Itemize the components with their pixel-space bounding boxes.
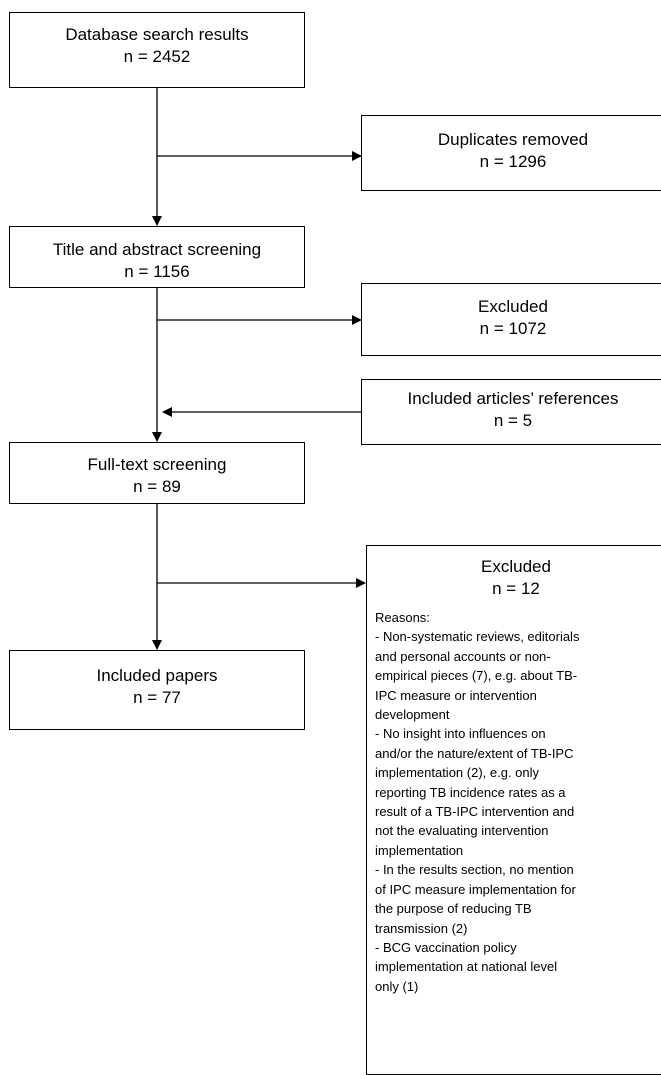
reason-line: - Non-systematic reviews, editorials <box>375 629 580 645</box>
reasons-header: Reasons: <box>375 610 430 625</box>
reason-line: implementation at national level <box>375 959 558 975</box>
duplicates-removed-title: Duplicates removed <box>437 130 589 149</box>
included-references-count: n = 5 <box>493 411 533 430</box>
exclusion-reasons: Reasons: - Non-systematic reviews, edito… <box>367 608 661 996</box>
reason-line: not the evaluating intervention <box>375 823 549 839</box>
excluded-1-title: Excluded <box>478 297 548 316</box>
included-references-title: Included articles’ references <box>407 389 619 408</box>
title-abstract-screening-count: n = 1156 <box>124 262 190 281</box>
excluded-2-title: Excluded <box>481 557 551 576</box>
included-papers-count: n = 77 <box>133 688 181 707</box>
reason-line: the purpose of reducing TB <box>375 901 532 917</box>
reason-line: reporting TB incidence rates as a <box>375 784 566 800</box>
duplicates-removed-count: n = 1296 <box>479 152 547 171</box>
reason-line: IPC measure or intervention <box>375 687 537 703</box>
reason-line: implementation (2), e.g. only <box>375 765 540 781</box>
full-text-screening-title: Full-text screening <box>87 455 227 474</box>
reason-line: and personal accounts or non- <box>375 648 551 664</box>
excluded-1-box: Excluded n = 1072 <box>361 283 661 356</box>
full-text-screening-box: Full-text screening n = 89 <box>9 442 305 504</box>
full-text-screening-count: n = 89 <box>133 477 181 496</box>
database-search-count: n = 2452 <box>123 47 191 66</box>
excluded-2-box: Excluded n = 12 Reasons: - Non-systemati… <box>366 545 661 1075</box>
reason-line: development <box>375 707 450 723</box>
reason-line: implementation <box>375 842 464 858</box>
excluded-2-count: n = 12 <box>492 579 540 598</box>
reason-line: result of a TB-IPC intervention and <box>375 804 575 820</box>
included-papers-box: Included papers n = 77 <box>9 650 305 730</box>
included-references-box: Included articles’ references n = 5 <box>361 379 661 445</box>
reason-line: transmission (2) <box>375 920 468 936</box>
title-abstract-screening-box: Title and abstract screening n = 1156 <box>9 226 305 288</box>
database-search-box: Database search results n = 2452 <box>9 12 305 88</box>
reason-line: - BCG vaccination policy <box>375 939 517 955</box>
included-papers-title: Included papers <box>96 666 218 685</box>
excluded-1-count: n = 1072 <box>479 319 547 338</box>
reason-line: - No insight into influences on <box>375 726 546 742</box>
reason-line: only (1) <box>375 978 419 994</box>
database-search-title: Database search results <box>65 25 249 44</box>
reason-line: empirical pieces (7), e.g. about TB- <box>375 668 578 684</box>
reason-line: of IPC measure implementation for <box>375 881 576 897</box>
reason-line: and/or the nature/extent of TB-IPC <box>375 745 574 761</box>
duplicates-removed-box: Duplicates removed n = 1296 <box>361 115 661 191</box>
reason-line: - In the results section, no mention <box>375 862 574 878</box>
title-abstract-screening-title: Title and abstract screening <box>52 240 262 259</box>
